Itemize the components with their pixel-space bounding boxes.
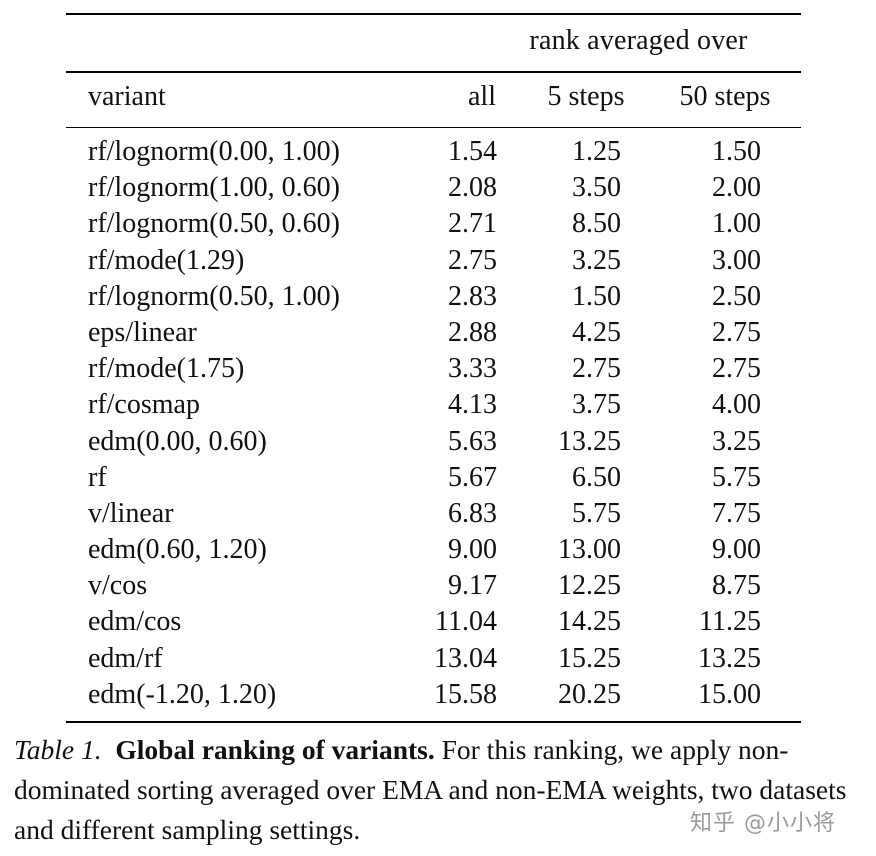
cell-5-steps: 1.50 — [572, 280, 621, 312]
ranking-table: rank averaged over variant all 5 steps 5… — [66, 13, 801, 723]
cell-variant: edm/rf — [88, 642, 163, 674]
table-row: edm/cos 11.04 14.25 11.25 — [66, 604, 801, 640]
cell-50-steps: 3.25 — [712, 425, 761, 457]
cell-5-steps: 13.25 — [558, 425, 621, 457]
cell-50-steps: 2.50 — [712, 280, 761, 312]
cell-5-steps: 8.50 — [572, 208, 621, 240]
cell-all: 5.63 — [448, 425, 497, 457]
cell-variant: rf/lognorm(1.00, 0.60) — [88, 172, 340, 204]
table-row: rf/mode(1.75) 3.33 2.75 2.75 — [66, 351, 801, 387]
caption-label: Table 1. — [14, 734, 102, 765]
cell-5-steps: 5.75 — [572, 497, 621, 529]
cell-variant: rf/lognorm(0.50, 1.00) — [88, 280, 340, 312]
table-row: rf/mode(1.29) 2.75 3.25 3.00 — [66, 243, 801, 279]
cell-50-steps: 3.00 — [712, 244, 761, 276]
cell-50-steps: 15.00 — [698, 678, 761, 710]
cell-all: 2.08 — [448, 172, 497, 204]
cell-5-steps: 15.25 — [558, 642, 621, 674]
cell-5-steps: 6.50 — [572, 461, 621, 493]
table-row: rf/lognorm(1.00, 0.60) 2.08 3.50 2.00 — [66, 170, 801, 206]
cell-variant: v/cos — [88, 570, 148, 602]
cell-variant: rf/cosmap — [88, 389, 200, 421]
cell-50-steps: 2.75 — [712, 353, 761, 385]
cell-5-steps: 4.25 — [572, 316, 621, 348]
cell-all: 13.04 — [434, 642, 497, 674]
group-rule — [66, 71, 801, 73]
cell-5-steps: 14.25 — [558, 606, 621, 638]
cell-variant: rf/mode(1.29) — [88, 244, 245, 276]
cell-variant: rf/lognorm(0.00, 1.00) — [88, 136, 340, 167]
group-header-row: rank averaged over — [66, 15, 801, 71]
table-caption: Table 1. Global ranking of variants. For… — [14, 730, 870, 850]
cell-5-steps: 1.25 — [572, 136, 621, 167]
cell-5-steps: 3.75 — [572, 389, 621, 421]
cell-variant: edm(-1.20, 1.20) — [88, 678, 277, 710]
watermark: 知乎 @小小将 — [690, 811, 836, 836]
cell-all: 2.83 — [448, 280, 497, 312]
cell-5-steps: 2.75 — [572, 353, 621, 385]
cell-all: 2.71 — [448, 208, 497, 240]
table-row: rf/cosmap 4.13 3.75 4.00 — [66, 387, 801, 423]
table-row: v/linear 6.83 5.75 7.75 — [66, 496, 801, 532]
column-header-5-steps: 5 steps — [547, 80, 625, 112]
bottom-rule — [66, 721, 801, 723]
table-row: edm(0.00, 0.60) 5.63 13.25 3.25 — [66, 424, 801, 460]
cell-50-steps: 11.25 — [699, 606, 761, 638]
column-header-50-steps: 50 steps — [679, 80, 771, 112]
cell-all: 1.54 — [448, 136, 497, 167]
table-body: rf/lognorm(0.00, 1.00) 1.54 1.25 1.50 rf/log… — [66, 128, 801, 721]
caption-text: For this ranking, we apply non-dominated… — [14, 734, 847, 845]
cell-variant: edm(0.00, 0.60) — [88, 425, 267, 457]
table-row: edm(-1.20, 1.20) 15.58 20.25 15.00 — [66, 677, 801, 713]
table-row: rf/lognorm(0.50, 1.00) 2.83 1.50 2.50 — [66, 279, 801, 315]
cell-all: 5.67 — [448, 461, 497, 493]
cell-all: 4.13 — [448, 389, 497, 421]
column-header-all: all — [468, 80, 496, 112]
cell-50-steps: 1.50 — [712, 136, 761, 167]
cell-50-steps: 7.75 — [712, 497, 761, 529]
cell-variant: eps/linear — [88, 316, 197, 348]
column-header-variant: variant — [88, 80, 166, 112]
cell-all: 3.33 — [448, 353, 497, 385]
table-row: v/cos 9.17 12.25 8.75 — [66, 568, 801, 604]
header-rule — [66, 126, 801, 128]
table-row: rf/lognorm(0.50, 0.60) 2.71 8.50 1.00 — [66, 206, 801, 242]
group-header-label: rank averaged over — [529, 25, 748, 56]
cell-50-steps: 8.75 — [712, 570, 761, 602]
cell-50-steps: 5.75 — [712, 461, 761, 493]
cell-variant: rf/lognorm(0.50, 0.60) — [88, 208, 340, 240]
table-row: rf 5.67 6.50 5.75 — [66, 460, 801, 496]
column-header-row: variant all 5 steps 50 steps — [66, 73, 801, 127]
cell-all: 11.04 — [435, 606, 497, 638]
cell-5-steps: 13.00 — [558, 534, 621, 566]
cell-50-steps: 4.00 — [712, 389, 761, 421]
table-row: edm/rf 13.04 15.25 13.25 — [66, 641, 801, 677]
cell-all: 15.58 — [434, 678, 497, 710]
cell-5-steps: 3.25 — [572, 244, 621, 276]
table-row: edm(0.60, 1.20) 9.00 13.00 9.00 — [66, 532, 801, 568]
cell-variant: v/linear — [88, 497, 174, 529]
cell-all: 6.83 — [448, 497, 497, 529]
cell-50-steps: 1.00 — [712, 208, 761, 240]
cell-all: 9.00 — [448, 534, 497, 566]
cell-all: 2.75 — [448, 244, 497, 276]
cell-5-steps: 3.50 — [572, 172, 621, 204]
cell-50-steps: 2.75 — [712, 316, 761, 348]
table-row: rf/lognorm(0.00, 1.00) 1.54 1.25 1.50 — [66, 134, 801, 170]
cell-variant: edm/cos — [88, 606, 182, 638]
cell-50-steps: 13.25 — [698, 642, 761, 674]
cell-5-steps: 20.25 — [558, 678, 621, 710]
cell-5-steps: 12.25 — [558, 570, 621, 602]
cell-50-steps: 9.00 — [712, 534, 761, 566]
cell-variant: rf — [88, 461, 107, 493]
cell-all: 9.17 — [448, 570, 497, 602]
top-rule — [66, 13, 801, 15]
cell-50-steps: 2.00 — [712, 172, 761, 204]
caption-title: Global ranking of variants. — [115, 734, 435, 765]
cell-all: 2.88 — [448, 316, 497, 348]
table-row: eps/linear 2.88 4.25 2.75 — [66, 315, 801, 351]
cell-variant: rf/mode(1.75) — [88, 353, 245, 385]
cell-variant: edm(0.60, 1.20) — [88, 534, 267, 566]
